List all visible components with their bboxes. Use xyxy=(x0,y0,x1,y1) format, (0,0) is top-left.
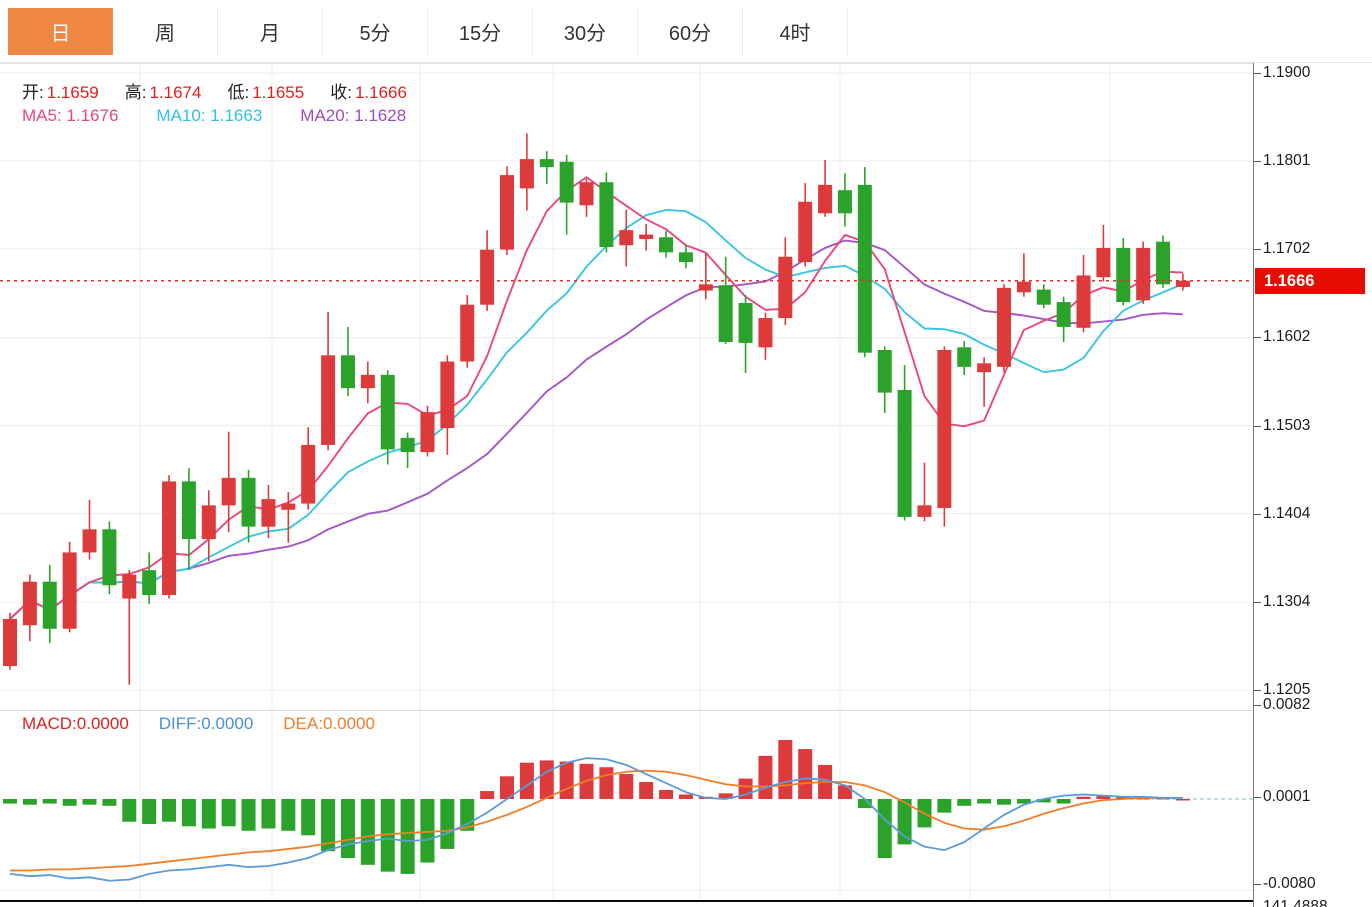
close-value: 1.1666 xyxy=(354,83,407,102)
open-value: 1.1659 xyxy=(46,83,99,102)
macd-tick-label: 0.0082 xyxy=(1253,696,1311,713)
macd-chart[interactable] xyxy=(0,710,1253,902)
macd-tick-label: -0.0080 xyxy=(1254,875,1316,892)
dea-label: DEA: xyxy=(283,714,323,733)
tab-15min[interactable]: 15分 xyxy=(428,8,533,55)
price-tick-label: 1.1304 xyxy=(1253,593,1311,610)
ma10-label: MA10: xyxy=(156,106,206,125)
price-tick-label: 1.1205 xyxy=(1253,681,1311,698)
low-value: 1.1655 xyxy=(252,83,305,102)
dea-value: 0.0000 xyxy=(322,714,375,733)
macd-label: MACD: xyxy=(22,714,77,733)
price-tick-label: 1.1702 xyxy=(1253,240,1311,257)
ma-legend-row: MA5: 1.1676 MA10: 1.1663 MA20: 1.1628 xyxy=(22,106,406,126)
tab-30min[interactable]: 30分 xyxy=(533,8,638,55)
diff-value: 0.0000 xyxy=(201,714,254,733)
ohlc-row: 开: 1.1659 高: 1.1674 低: 1.1655 收: 1.1666 xyxy=(22,78,407,103)
price-tick-label: 1.1602 xyxy=(1253,328,1311,345)
current-price-badge: 1.1666 xyxy=(1255,268,1365,294)
macd-legend-row: MACD:0.0000 DIFF:0.0000 DEA:0.0000 xyxy=(22,714,375,734)
diff-label: DIFF: xyxy=(158,714,202,733)
tab-month[interactable]: 月 xyxy=(218,8,323,55)
low-label: 低: xyxy=(227,83,250,102)
ma10-value: 1.1663 xyxy=(210,106,263,125)
ma5-value: 1.1676 xyxy=(66,106,119,125)
high-value: 1.1674 xyxy=(149,83,202,102)
tab-week[interactable]: 周 xyxy=(113,8,218,55)
tab-60min[interactable]: 60分 xyxy=(638,8,743,55)
timeframe-tabbar: 日 周 月 5分 15分 30分 60分 4时 xyxy=(0,0,1372,63)
price-tick-label: 1.1801 xyxy=(1253,152,1311,169)
price-tick-label: 1.1404 xyxy=(1253,505,1311,522)
candlestick-chart[interactable] xyxy=(0,63,1253,710)
tab-5min[interactable]: 5分 xyxy=(323,8,428,55)
price-axis-line xyxy=(1253,63,1254,907)
high-label: 高: xyxy=(124,83,147,102)
tab-day[interactable]: 日 xyxy=(8,8,113,55)
next-panel-divider xyxy=(0,900,1253,902)
ma20-value: 1.1628 xyxy=(354,106,407,125)
macd-value: 0.0000 xyxy=(76,714,129,733)
tab-4hour[interactable]: 4时 xyxy=(743,8,848,55)
ma5-label: MA5: xyxy=(22,106,62,125)
open-label: 开: xyxy=(22,83,44,102)
next-panel-partial-label: 141.4888 xyxy=(1263,898,1328,907)
ma20-label: MA20: xyxy=(300,106,350,125)
macd-tick-label: 0.0001 xyxy=(1253,788,1311,805)
price-tick-label: 1.1503 xyxy=(1253,417,1311,434)
close-label: 收: xyxy=(330,83,352,102)
price-tick-label: 1.1900 xyxy=(1253,64,1311,81)
